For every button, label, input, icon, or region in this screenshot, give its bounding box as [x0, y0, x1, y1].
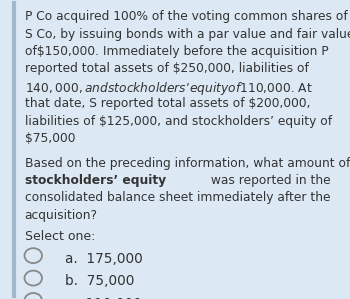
Text: $75,000: $75,000	[25, 132, 75, 145]
Text: P Co acquired 100% of the voting common shares of: P Co acquired 100% of the voting common …	[25, 10, 347, 23]
Text: consolidated balance sheet immediately after the: consolidated balance sheet immediately a…	[25, 191, 330, 204]
Text: liabilities of $125,000, and stockholders’ equity of: liabilities of $125,000, and stockholder…	[25, 115, 332, 127]
Text: acquisition?: acquisition?	[25, 209, 98, 222]
Text: of$150,000. Immediately before the acquisition P: of$150,000. Immediately before the acqui…	[25, 45, 328, 58]
Text: stockholders’ equity: stockholders’ equity	[25, 174, 166, 187]
Text: reported total assets of $250,000, liabilities of: reported total assets of $250,000, liabi…	[25, 62, 308, 75]
Text: that date, S reported total assets of $200,000,: that date, S reported total assets of $2…	[25, 97, 310, 110]
Text: S Co, by issuing bonds with a par value and fair value: S Co, by issuing bonds with a par value …	[25, 28, 350, 41]
Text: Based on the preceding information, what amount of: Based on the preceding information, what…	[25, 157, 350, 170]
Text: Select one:: Select one:	[25, 230, 95, 242]
Text: $140,000, and stockholders’ equity of $110,000. At: $140,000, and stockholders’ equity of $1…	[25, 80, 313, 97]
Text: a.  175,000: a. 175,000	[65, 252, 142, 266]
Text: c.  110,000: c. 110,000	[65, 297, 141, 299]
Text: b.  75,000: b. 75,000	[65, 274, 134, 289]
Text: was reported in the: was reported in the	[206, 174, 330, 187]
